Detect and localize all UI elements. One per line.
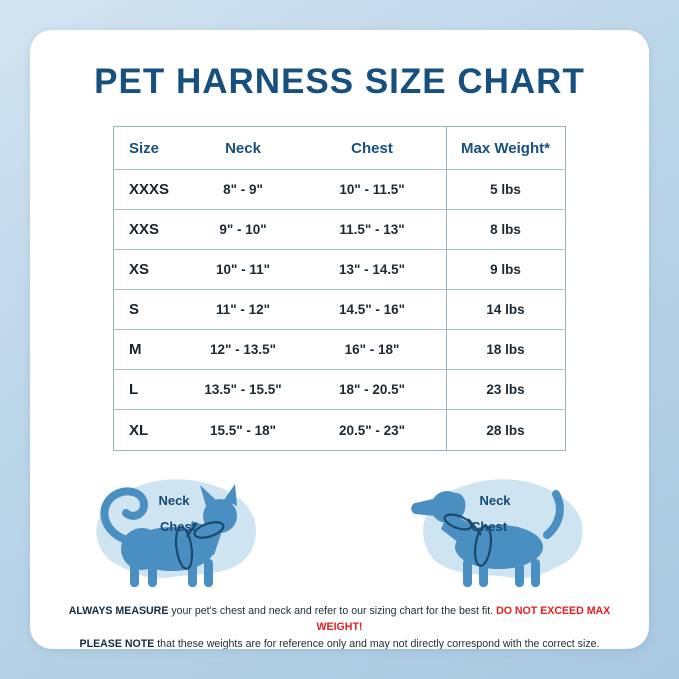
cell-neck: 13.5" - 15.5": [188, 370, 298, 410]
header-cell-neck: Neck: [188, 127, 298, 170]
cat-neck-label: Neck: [158, 493, 190, 508]
cat-body: [100, 484, 237, 587]
cell-max-weight: 14 lbs: [446, 290, 564, 330]
dog-measurement-figure: Neck Chest: [397, 461, 601, 595]
cell-max-weight: 8 lbs: [446, 210, 564, 250]
dog-snout: [411, 499, 435, 516]
cell-neck: 10" - 11": [188, 250, 298, 290]
cell-chest: 18" - 20.5": [298, 370, 446, 410]
size-chart-table: Size Neck Chest Max Weight* XXXS 8" - 9"…: [113, 126, 566, 451]
cat-chest-label: Chest: [160, 519, 197, 534]
cell-size: XL: [129, 421, 149, 439]
footnote-please-note: PLEASE NOTE: [79, 637, 155, 649]
cell-chest: 20.5" - 23": [338, 422, 406, 438]
cell-chest: 10" - 11.5": [298, 170, 446, 210]
cat-measurement-figure: Neck Chest: [78, 461, 294, 595]
page-title: PET HARNESS SIZE CHART: [94, 62, 585, 101]
header-cell-size: Size: [114, 127, 188, 170]
cat-ear-icon: [200, 485, 216, 506]
cell-max-weight: 5 lbs: [446, 170, 564, 210]
cell-neck: 9" - 10": [188, 210, 298, 250]
dog-chest-label: Chest: [471, 519, 508, 534]
cell-neck: 12" - 13.5": [188, 330, 298, 370]
cell-size: L: [114, 370, 188, 410]
footnote: ALWAYS MEASURE your pet's chest and neck…: [52, 603, 628, 649]
cat-tail: [100, 487, 149, 543]
measurement-diagrams: Neck Chest: [78, 461, 601, 595]
header-cell-max-weight: Max Weight*: [446, 127, 564, 170]
cell-max-weight: 18 lbs: [446, 330, 564, 370]
cat-ear-icon: [224, 484, 237, 506]
size-chart-card: PET HARNESS SIZE CHART Size Neck Chest M…: [30, 30, 649, 649]
cell-chest: 14.5" - 16": [298, 290, 446, 330]
footnote-line1-text: your pet's chest and neck and refer to o…: [168, 605, 497, 617]
cell-size: XS: [114, 250, 188, 290]
header-cell-chest: Chest: [298, 127, 446, 170]
cell-max-weight: 23 lbs: [446, 370, 564, 410]
cell-size: M: [114, 330, 188, 370]
cell-neck: 8" - 9": [188, 170, 298, 210]
cell-max-weight: 28 lbs: [446, 410, 564, 450]
cell-neck: 11" - 12": [188, 290, 298, 330]
harness-straps: [443, 513, 493, 567]
cell-chest: 11.5" - 13": [298, 210, 446, 250]
footnote-always-measure: ALWAYS MEASURE: [68, 605, 169, 617]
cell-chest: 13" - 14.5": [298, 250, 446, 290]
cell-size: S: [114, 290, 188, 330]
cat-silhouette-icon: Neck Chest: [96, 479, 256, 587]
dog-ear-icon: [447, 492, 466, 519]
footnote-warning: DO NOT EXCEED MAX WEIGHT!: [316, 605, 611, 634]
dog-tail: [543, 490, 564, 539]
cell-size: XXS: [114, 210, 188, 250]
footnote-line2-text: that these weights are for reference onl…: [154, 637, 600, 649]
cell-size: XXXS: [114, 170, 188, 210]
cell-chest: 16" - 18": [298, 330, 446, 370]
dog-silhouette-icon: Neck Chest: [411, 479, 583, 587]
dog-neck-label: Neck: [479, 493, 511, 508]
harness-straps: [174, 521, 225, 570]
cell-max-weight: 9 lbs: [446, 250, 564, 290]
cell-neck: 15.5" - 18": [209, 422, 277, 438]
